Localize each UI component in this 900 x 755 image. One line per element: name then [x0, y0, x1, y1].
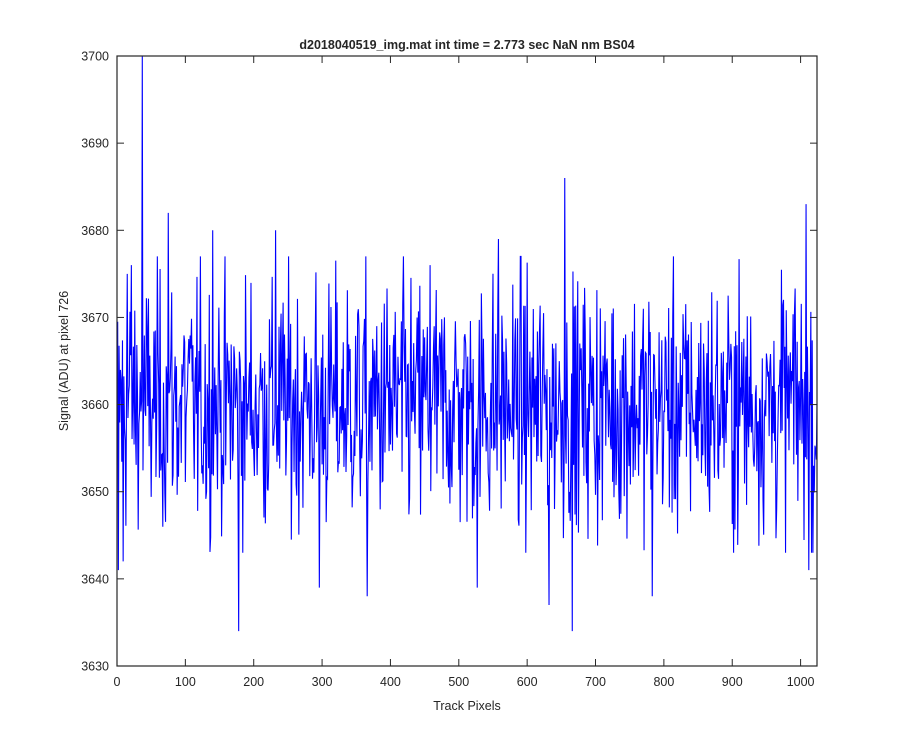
series-layer: [117, 55, 818, 632]
x-tick-label: 0: [114, 675, 121, 689]
x-tick-label: 300: [312, 675, 333, 689]
y-tick-label: 3670: [81, 311, 109, 325]
y-tick-label: 3690: [81, 137, 109, 151]
y-axis-label: Signal (ADU) at pixel 726: [57, 291, 71, 431]
y-tick-label: 3650: [81, 485, 109, 499]
y-tick-label: 3630: [81, 660, 109, 674]
x-axis-label: Track Pixels: [433, 699, 501, 713]
y-tick-label: 3660: [81, 398, 109, 412]
x-tick-label: 700: [585, 675, 606, 689]
x-tick-label: 900: [722, 675, 743, 689]
y-tick-label: 3680: [81, 224, 109, 238]
x-tick-label: 100: [175, 675, 196, 689]
x-tick-label: 600: [517, 675, 538, 689]
y-tick-label: 3640: [81, 572, 109, 586]
x-tick-label: 200: [243, 675, 264, 689]
x-tick-label: 1000: [787, 675, 815, 689]
x-tick-label: 400: [380, 675, 401, 689]
x-tick-label: 800: [653, 675, 674, 689]
ticks-layer: 0 100 200 300 400 500 600 700 800 900 1000 3630 3640…: [81, 50, 817, 689]
axes-box: [116, 55, 818, 667]
y-tick-label: 3700: [81, 50, 109, 64]
chart-title: d2018040519_img.mat int time = 2.773 sec…: [299, 38, 634, 52]
x-tick-label: 500: [448, 675, 469, 689]
series-line: [117, 55, 818, 632]
